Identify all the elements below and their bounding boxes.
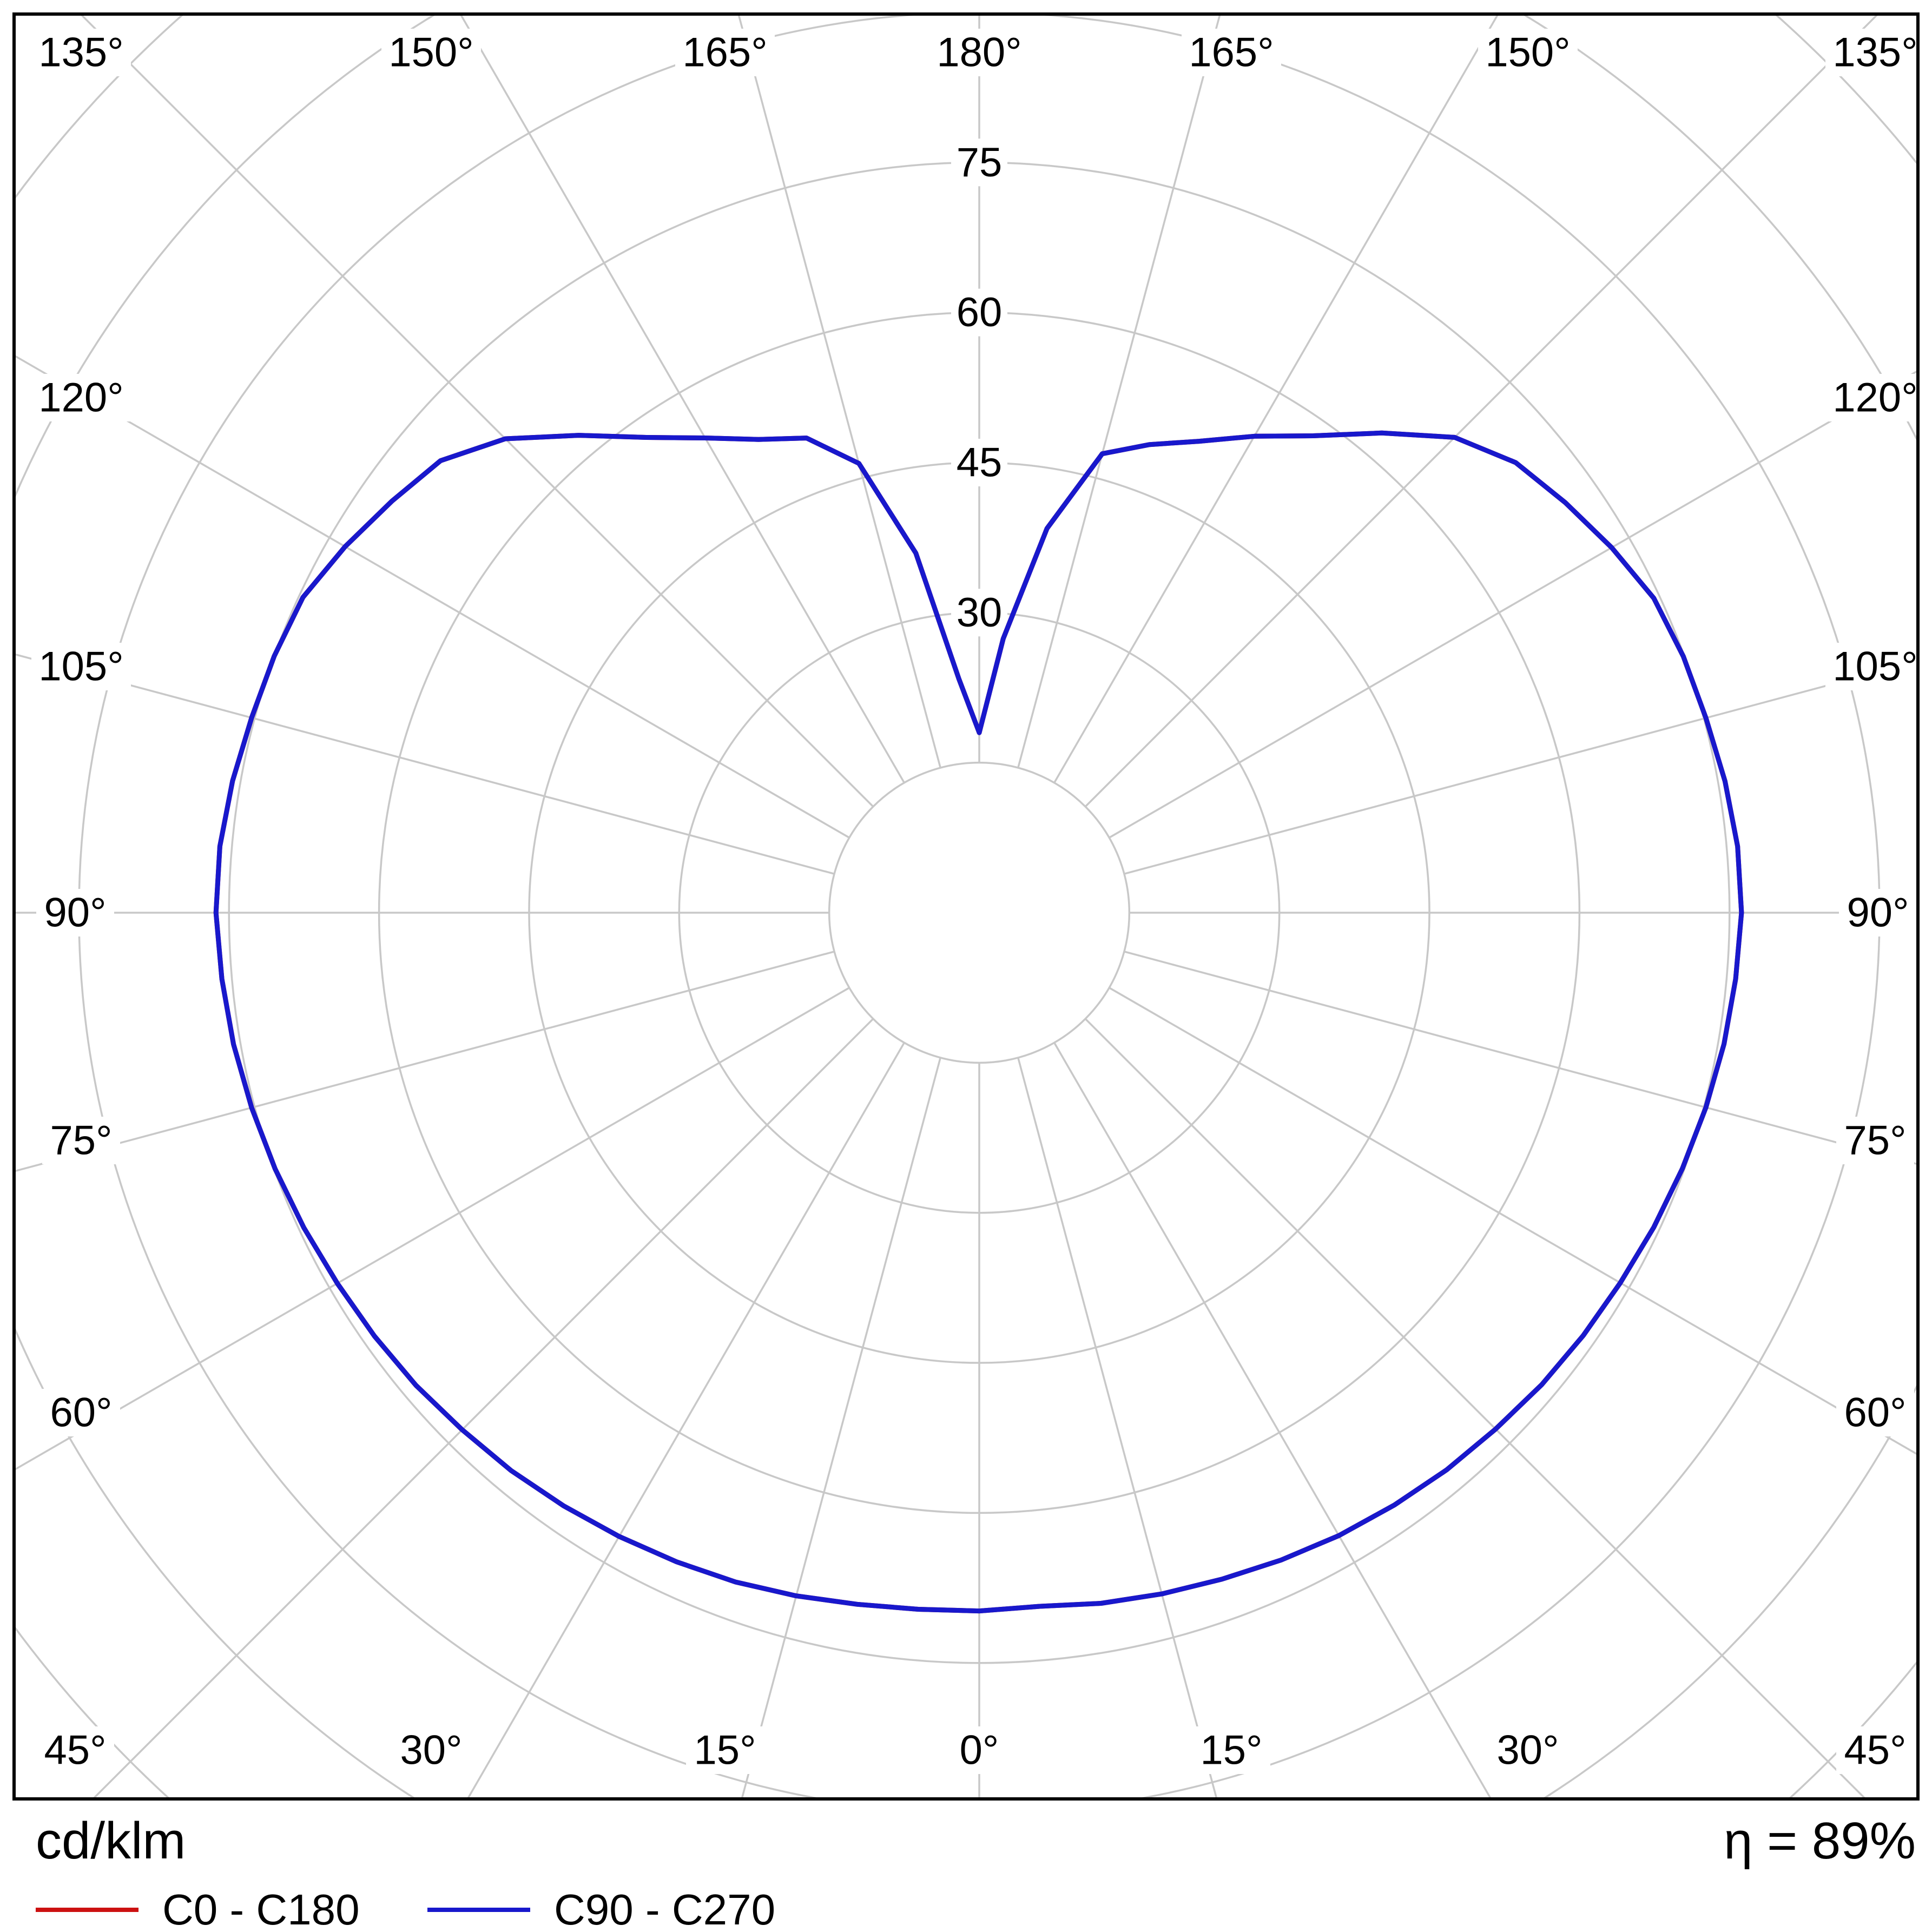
- angle-label-bg: [1836, 1389, 1914, 1436]
- ring-value-label-bg: [951, 438, 1007, 486]
- angle-label: 165°: [682, 30, 767, 76]
- ring-value-label-bg: [951, 139, 1007, 187]
- angle-label-bg: [1825, 29, 1920, 76]
- unit-label: cd/klm: [36, 1812, 186, 1870]
- polar-chart: 30 45 60 75 135° 150° 165° 180° 165° 150° 135° 120°…: [12, 12, 1920, 1801]
- angle-label: 105°: [1832, 644, 1917, 690]
- angle-label-bg: [1836, 1117, 1914, 1164]
- ring-value-label-bg: [951, 589, 1007, 637]
- curve-C90-C270: [213, 430, 1744, 1614]
- grid-ray: [1053, 1042, 1493, 1801]
- polar-chart-frame: 30 45 60 75 135° 150° 165° 180° 165° 150° 135° 120°…: [12, 12, 1920, 1801]
- angle-label-bg: [42, 1389, 120, 1436]
- angle-label: 135°: [1832, 30, 1917, 76]
- angle-label: 75°: [1844, 1118, 1907, 1164]
- ring-value-label-bg: [951, 288, 1007, 337]
- ring-value-label: 30: [957, 590, 1003, 636]
- ring-value-label: 60: [957, 289, 1003, 335]
- grid-ray: [1053, 12, 1500, 783]
- grid-ray: [1109, 368, 1920, 839]
- angle-label: 165°: [1189, 30, 1274, 76]
- angle-label-bg: [31, 374, 131, 421]
- grid-ray: [90, 1018, 874, 1801]
- angle-label: 120°: [1832, 375, 1917, 421]
- angle-label-bg: [1825, 643, 1920, 690]
- axis-labels: 30 45 60 75 135° 150° 165° 180° 165° 150° 135° 120°…: [31, 29, 1920, 1774]
- grid-ray: [1124, 951, 1920, 1166]
- angle-label: 90°: [44, 890, 107, 936]
- angle-label-bg: [31, 643, 131, 690]
- angle-label-bg: [42, 1117, 120, 1164]
- angle-label: 135°: [38, 30, 123, 76]
- legend-item-c0-c180: C0 - C180: [36, 1885, 360, 1932]
- grid-ray: [77, 12, 874, 808]
- angle-label: 30°: [1497, 1727, 1559, 1773]
- angle-label-bg: [951, 1726, 1007, 1774]
- grid-ray: [740, 1057, 941, 1801]
- grid-ray: [1084, 1018, 1869, 1801]
- angle-label-bg: [1836, 1726, 1914, 1774]
- angle-label-bg: [929, 29, 1029, 76]
- angle-label-bg: [36, 889, 114, 937]
- angle-label: 15°: [1201, 1727, 1263, 1773]
- efficiency-label: η = 89%: [1724, 1812, 1916, 1870]
- grid-ray: [1109, 987, 1920, 1457]
- angle-label: 180°: [937, 30, 1021, 76]
- grid-ray: [12, 652, 835, 875]
- angle-label: 120°: [38, 375, 123, 421]
- angle-label: 0°: [960, 1727, 999, 1773]
- grid-ray: [12, 951, 835, 1173]
- angle-label-bg: [31, 29, 131, 76]
- angle-label: 75°: [50, 1118, 113, 1164]
- angle-label: 105°: [38, 644, 123, 690]
- angle-label-bg: [1489, 1726, 1567, 1774]
- angle-label-bg: [1825, 374, 1920, 421]
- chart-border: [12, 12, 1920, 1801]
- grid-ray: [1124, 660, 1920, 875]
- angle-label: 60°: [50, 1390, 113, 1436]
- grid-ray: [465, 1042, 905, 1801]
- legend-swatch-c0-c180: [36, 1908, 139, 1912]
- angle-label: 60°: [1844, 1390, 1907, 1436]
- angle-label-bg: [1182, 29, 1281, 76]
- legend-swatch-c90-c270: [427, 1908, 530, 1912]
- grid-ray: [12, 353, 850, 839]
- angle-label: 150°: [1485, 30, 1570, 76]
- angle-label: 45°: [1844, 1727, 1907, 1773]
- angle-label-bg: [36, 1726, 114, 1774]
- legend-item-c90-c270: C90 - C270: [427, 1885, 776, 1932]
- legend-label-c90-c270: C90 - C270: [554, 1885, 776, 1932]
- angle-label-bg: [1839, 889, 1917, 937]
- ring-value-label: 75: [957, 140, 1003, 186]
- legend-label-c0-c180: C0 - C180: [162, 1885, 360, 1932]
- grid-ray: [12, 987, 850, 1472]
- angle-label-bg: [686, 1726, 764, 1774]
- angle-label: 90°: [1847, 890, 1909, 936]
- angle-label: 30°: [400, 1727, 463, 1773]
- angle-label: 150°: [388, 30, 473, 76]
- ring-value-label: 45: [957, 439, 1003, 485]
- grid-ray: [1084, 12, 1881, 808]
- angle-label-bg: [1192, 1726, 1270, 1774]
- grid-ray: [458, 12, 905, 783]
- grid-ray: [1017, 1057, 1218, 1801]
- angle-label-bg: [1478, 29, 1578, 76]
- angle-label: 15°: [694, 1727, 756, 1773]
- grid-ring: [828, 761, 1131, 1064]
- grid-ray: [1017, 12, 1222, 768]
- angle-label-bg: [392, 1726, 470, 1774]
- angle-label: 45°: [44, 1727, 107, 1773]
- angle-label-bg: [675, 29, 775, 76]
- angle-label-bg: [381, 29, 481, 76]
- polar-grid: [12, 12, 1920, 1801]
- grid-ray: [737, 12, 941, 768]
